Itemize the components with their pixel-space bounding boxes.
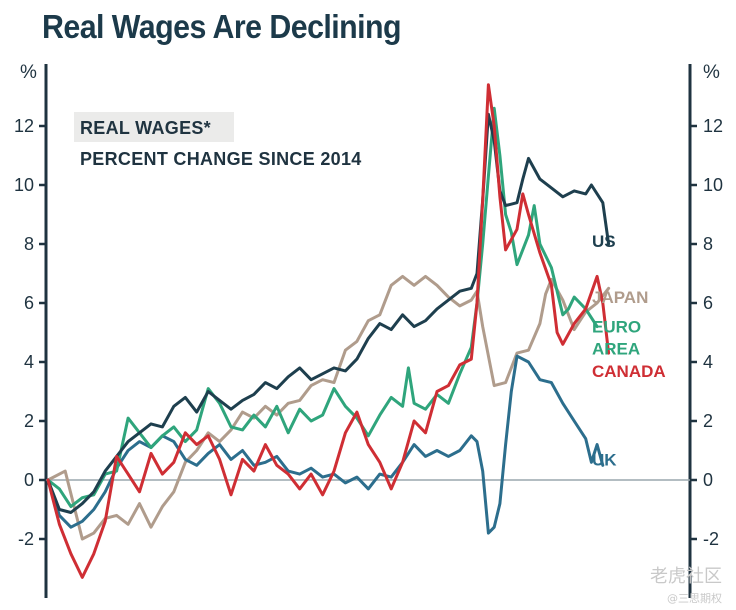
right-unit-label: %	[703, 62, 720, 83]
left-tick-label: 8	[24, 234, 34, 254]
right-tick-label: 6	[703, 293, 713, 313]
right-tick-label: 12	[703, 116, 723, 136]
right-tick-label: -2	[703, 529, 719, 549]
right-tick-label: 0	[703, 470, 713, 490]
series-line-canada	[46, 83, 611, 579]
series-labels: US JAPAN EURO AREA CANADA UK	[592, 232, 666, 469]
series-label-canada: CANADA	[592, 362, 666, 381]
series-line-uk	[46, 354, 605, 535]
series-label-us: US	[592, 232, 616, 251]
right-tick-label: 10	[703, 175, 723, 195]
right-tick-label: 8	[703, 234, 713, 254]
watermark-sub: @三思期权	[667, 592, 722, 605]
series-label-euro-area: AREA	[592, 340, 640, 359]
series-line-japan	[46, 274, 611, 541]
series-lines	[46, 83, 611, 579]
axes: % %	[20, 62, 720, 598]
chart-subtitle: REAL WAGES* PERCENT CHANGE SINCE 2014	[74, 112, 362, 169]
left-tick-label: 6	[24, 293, 34, 313]
subtitle-line-1: REAL WAGES*	[80, 118, 211, 138]
right-tick-label: 2	[703, 411, 713, 431]
series-label-uk: UK	[592, 450, 617, 469]
y-ticks: -2 -2 0 0 2 2 4 4 6 6 8 8 10 10 12 12	[14, 116, 723, 549]
subtitle-highlight	[74, 112, 234, 142]
series-label-japan: JAPAN	[592, 288, 648, 307]
right-tick-label: 4	[703, 352, 713, 372]
series-label-euro-area: EURO	[592, 318, 641, 337]
series-line-us	[46, 112, 611, 514]
watermark: 老虎社区	[650, 566, 722, 587]
left-tick-label: 10	[14, 175, 34, 195]
left-unit-label: %	[20, 62, 37, 83]
left-tick-label: 2	[24, 411, 34, 431]
chart-title: Real Wages Are Declining	[42, 8, 402, 45]
left-tick-label: -2	[18, 529, 34, 549]
left-tick-label: 12	[14, 116, 34, 136]
left-tick-label: 4	[24, 352, 34, 372]
subtitle-line-2: PERCENT CHANGE SINCE 2014	[80, 149, 362, 169]
left-tick-label: 0	[24, 470, 34, 490]
